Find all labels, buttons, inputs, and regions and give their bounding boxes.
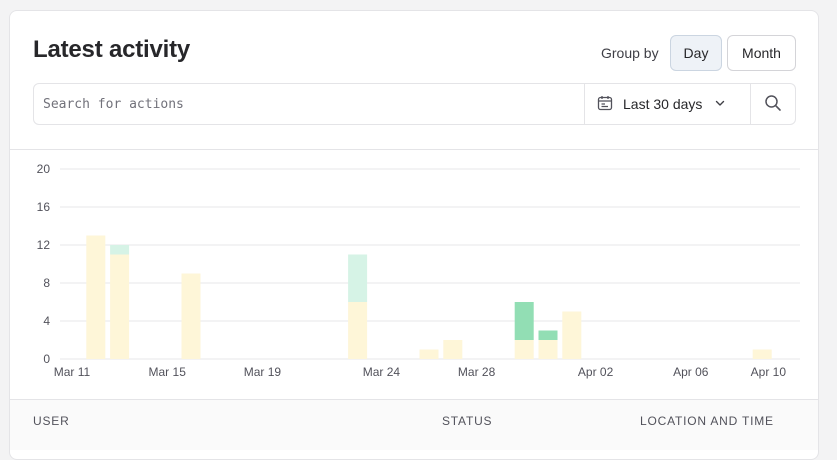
x-tick-label: Mar 15	[149, 365, 187, 379]
x-tick-label: Mar 24	[363, 365, 401, 379]
bar-segment[interactable]	[348, 254, 368, 303]
activity-card: Latest activity Group by Day Month Last …	[9, 10, 819, 460]
y-tick-label: 8	[43, 276, 50, 290]
x-tick-label: Mar 19	[244, 365, 282, 379]
calendar-icon	[597, 95, 613, 114]
header-divider	[10, 149, 818, 150]
table-header: USER STATUS LOCATION AND TIME	[10, 399, 818, 450]
bar-segment[interactable]	[419, 349, 439, 360]
chevron-down-icon	[714, 96, 726, 112]
y-tick-label: 4	[43, 314, 50, 328]
x-tick-label: Apr 06	[673, 365, 709, 379]
search-bar: Last 30 days	[33, 83, 796, 125]
bar-segment[interactable]	[181, 273, 201, 360]
bar-segment[interactable]	[348, 302, 368, 359]
x-tick-label: Mar 28	[458, 365, 496, 379]
search-button[interactable]	[750, 84, 795, 124]
bar-segment[interactable]	[86, 235, 106, 360]
bar-segment[interactable]	[514, 340, 534, 359]
search-icon	[764, 94, 782, 115]
page-title: Latest activity	[33, 36, 191, 63]
bar-segment[interactable]	[538, 330, 558, 341]
y-tick-label: 0	[43, 352, 50, 366]
bar-segment[interactable]	[538, 340, 558, 359]
bar-segment[interactable]	[443, 340, 463, 359]
bar-segment[interactable]	[752, 349, 772, 360]
x-tick-label: Apr 02	[578, 365, 614, 379]
bar-segment[interactable]	[514, 302, 534, 340]
column-header-user: USER	[33, 414, 70, 428]
bar-segment[interactable]	[562, 311, 582, 360]
bar-segment[interactable]	[110, 245, 130, 255]
x-tick-label: Mar 11	[54, 365, 91, 379]
bar-segment[interactable]	[110, 254, 130, 360]
date-range-label: Last 30 days	[623, 96, 703, 112]
search-input[interactable]	[34, 84, 584, 124]
group-by-month-button[interactable]: Month	[727, 35, 796, 71]
column-header-location-time: LOCATION AND TIME	[640, 414, 774, 428]
y-tick-label: 12	[37, 238, 51, 252]
activity-bar-chart: 0 4 8 12 16 20 Mar 11 Mar 15 Mar 19 Mar 24 Mar 28 A…	[37, 162, 800, 379]
y-tick-label: 20	[37, 162, 51, 176]
date-range-dropdown[interactable]: Last 30 days	[584, 84, 750, 124]
group-by-day-button[interactable]: Day	[670, 35, 722, 71]
y-tick-label: 16	[37, 200, 51, 214]
x-tick-label: Apr 10	[751, 365, 787, 379]
group-by-label: Group by	[601, 45, 659, 61]
column-header-status: STATUS	[442, 414, 493, 428]
